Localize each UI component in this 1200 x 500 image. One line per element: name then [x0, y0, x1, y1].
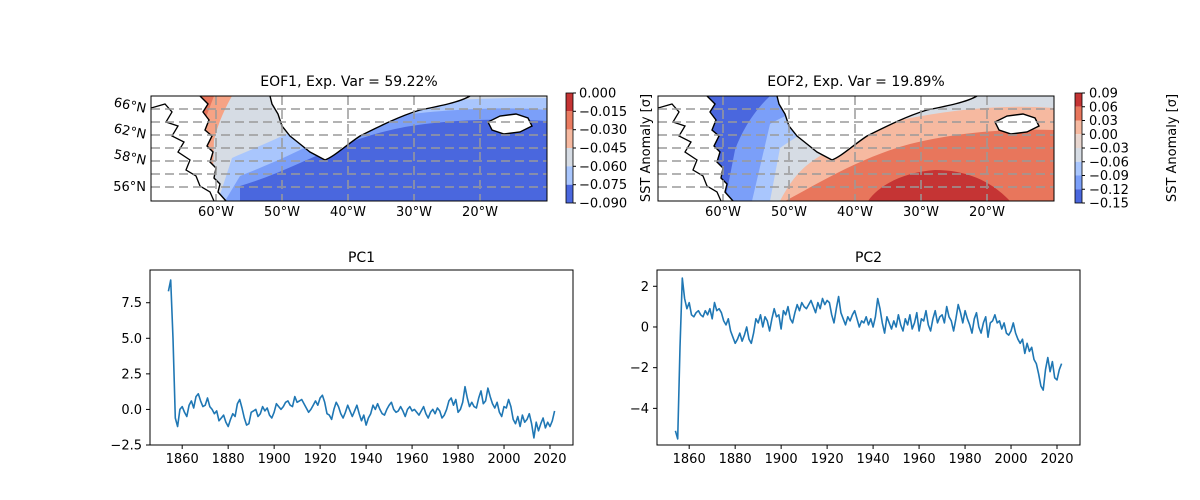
eof2-title: EOF2, Exp. Var = 19.89% [767, 74, 944, 90]
pc1-y-tick-label: 5.0 [121, 332, 142, 347]
eof2-cbar-tick-0: 0.09 [1089, 87, 1118, 102]
eof2-lon-label-20w: 20°W [969, 205, 1005, 220]
eof2-cbar-tick-8: −0.15 [1089, 197, 1129, 212]
pc1-y-tick-label: 0.0 [121, 403, 142, 418]
eof1-lon-label-30w: 30°W [396, 205, 432, 220]
pc1-x-tick-label: 1940 [350, 452, 383, 467]
eof1-cbar-tick-6: −0.090 [579, 197, 627, 212]
eof2-lon-labels: 60°W 50°W 40°W 30°W 20°W [705, 205, 1005, 220]
pc2-x-tick-label: 1920 [811, 452, 844, 467]
pc1-x-tick-label: 2000 [487, 452, 520, 467]
eof1-lon-label-40w: 40°W [330, 205, 366, 220]
eof2-lon-label-30w: 30°W [903, 205, 939, 220]
pc2-x-tick-label: 1860 [673, 452, 706, 467]
eof2-lon-label-60w: 60°W [705, 205, 741, 220]
eof1-lon-labels: 60°W 50°W 40°W 30°W 20°W [198, 205, 498, 220]
eof2-lon-label-40w: 40°W [837, 205, 873, 220]
eof1-lon-label-60w: 60°W [198, 205, 234, 220]
eof1-cbar-tick-0: 0.000 [579, 87, 616, 102]
eof2-cbar-tick-7: −0.12 [1089, 183, 1129, 198]
eof2-panel: EOF2, Exp. Var = 19.89% [657, 74, 1180, 220]
pc2-series-line [674, 277, 1063, 440]
pc2-x-tick-label: 1880 [719, 452, 752, 467]
pc2-y-tick-label: 0 [641, 320, 649, 335]
pc2-y-tick-label: 2 [641, 280, 649, 295]
eof2-colorbar: 0.09 0.06 0.03 0.00 −0.03 −0.06 −0.09 −0… [1074, 87, 1180, 212]
eof2-cbar-tick-5: −0.06 [1089, 155, 1129, 170]
pc1-x-tick-label: 1900 [258, 452, 291, 467]
eof1-lat-label-56: 56°N [113, 180, 146, 195]
pc1-y-tick-label: −2.5 [110, 439, 142, 454]
pc2-title: PC2 [855, 250, 882, 266]
pc2-y-tick-label: −2 [630, 361, 649, 376]
pc2-x-tick-label: 1940 [857, 452, 890, 467]
eof2-lon-label-50w: 50°W [771, 205, 807, 220]
eof1-cbar-label: SST Anomaly [σ] [639, 94, 654, 202]
eof2-cbar-tick-6: −0.09 [1089, 169, 1129, 184]
eof1-contour-field [151, 96, 547, 201]
eof2-cbar-tick-4: −0.03 [1089, 142, 1129, 157]
pc1-title: PC1 [348, 250, 375, 266]
pc2-x-tick-label: 1900 [765, 452, 798, 467]
eof2-cbar-tick-3: 0.00 [1089, 128, 1118, 143]
eof2-cbar-label: SST Anomaly [σ] [1165, 94, 1180, 202]
eof1-lat-labels: 66°N 62°N 58°N 56°N [112, 95, 147, 195]
eof1-lat-label-66: 66°N [112, 95, 147, 116]
pc1-panel: PC1 1860 1880 1900 1920 1940 1960 1980 2000 2020 −… [110, 250, 574, 467]
pc1-x-tick-label: 2020 [533, 452, 566, 467]
eof1-title: EOF1, Exp. Var = 59.22% [260, 74, 437, 90]
pc1-series-line [167, 279, 556, 439]
eof1-lat-label-62: 62°N [112, 121, 147, 142]
pc2-x-tick-label: 1980 [949, 452, 982, 467]
pc1-y-tick-label: 2.5 [121, 367, 142, 382]
pc1-x-tick-label: 1920 [304, 452, 337, 467]
eof1-lon-label-50w: 50°W [264, 205, 300, 220]
eof2-cbar-tick-1: 0.06 [1089, 100, 1118, 115]
pc1-y-tick-label: 7.5 [121, 296, 142, 311]
pc1-x-tick-label: 1860 [166, 452, 199, 467]
eof1-colorbar: 0.000 −0.015 −0.030 −0.045 −0.060 −0.075… [565, 87, 654, 212]
pc1-x-tick-label: 1960 [396, 452, 429, 467]
pc2-y-tick-label: −4 [630, 402, 649, 417]
eof2-contour-field [658, 96, 1054, 201]
pc1-x-tick-label: 1880 [212, 452, 245, 467]
eof1-cbar-tick-1: −0.015 [579, 105, 627, 120]
pc2-axes-frame [656, 269, 1081, 446]
eof1-lon-label-20w: 20°W [462, 205, 498, 220]
pc2-x-tick-label: 1960 [903, 452, 936, 467]
eof1-panel: EOF1, Exp. Var = 59.22% [112, 74, 654, 220]
eof1-lat-label-58: 58°N [112, 147, 147, 168]
pc1-x-tick-label: 1980 [442, 452, 475, 467]
pc2-x-tick-label: 2000 [994, 452, 1027, 467]
pc1-axes-frame [149, 269, 574, 446]
eof1-cbar-tick-5: −0.075 [579, 178, 627, 193]
eof1-cbar-tick-2: −0.030 [579, 123, 627, 138]
pc2-x-tick-label: 2020 [1040, 452, 1073, 467]
eof1-cbar-tick-4: −0.060 [579, 160, 627, 175]
eof1-cbar-tick-3: −0.045 [579, 142, 627, 157]
eof2-cbar-tick-2: 0.03 [1089, 114, 1118, 129]
